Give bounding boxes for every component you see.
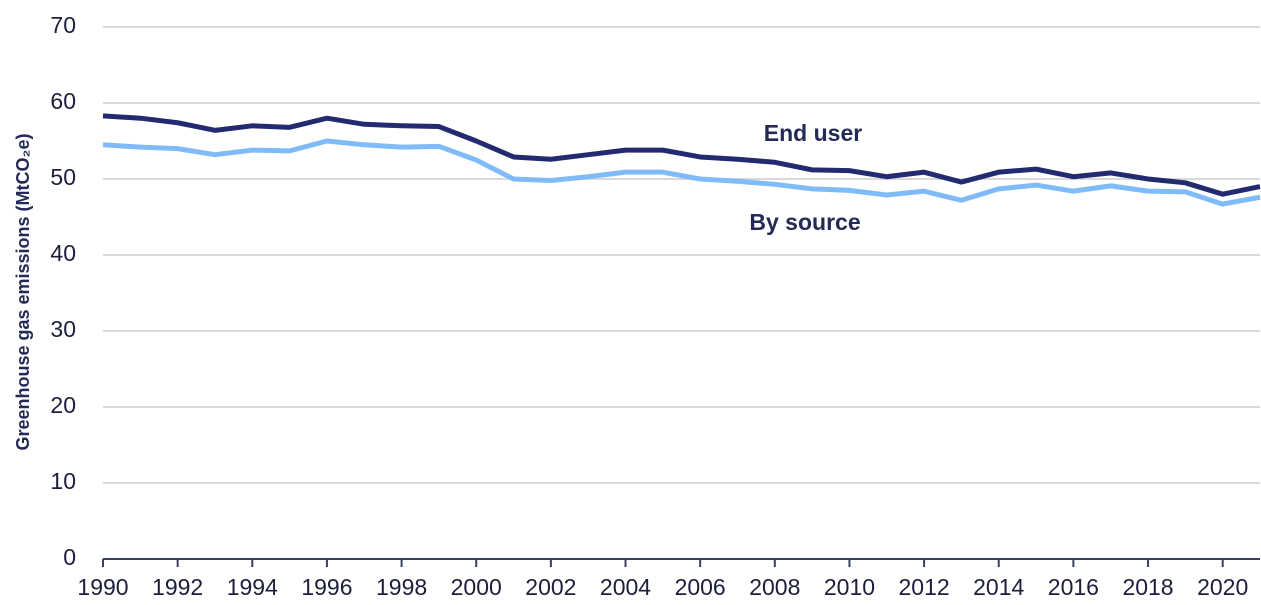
y-tick-label: 20 [50, 392, 76, 418]
y-tick-label: 40 [50, 240, 76, 266]
x-tick-label: 1994 [227, 574, 278, 600]
y-axis-title: Greenhouse gas emissions (MtCO₂e) [13, 133, 33, 450]
x-tick-label: 2012 [899, 574, 950, 600]
x-tick-label: 2016 [1048, 574, 1099, 600]
x-tick-label: 2006 [675, 574, 726, 600]
y-tick-label: 0 [63, 544, 76, 570]
y-tick-label: 70 [50, 12, 76, 38]
x-tick-label: 2004 [600, 574, 651, 600]
series-label: End user [764, 120, 862, 146]
x-tick-label: 1996 [301, 574, 352, 600]
x-tick-label: 1990 [77, 574, 128, 600]
series-label: By source [749, 209, 860, 235]
series-line [102, 113, 1261, 197]
x-tick-label: 2020 [1197, 574, 1248, 600]
series-line [102, 138, 1261, 207]
y-tick-label: 60 [50, 88, 76, 114]
y-tick-label: 10 [50, 468, 76, 494]
y-tick-label: 30 [50, 316, 76, 342]
x-tick-label: 2018 [1122, 574, 1173, 600]
x-tick-label: 1992 [152, 574, 203, 600]
x-tick-label: 2010 [824, 574, 875, 600]
x-tick-label: 2014 [973, 574, 1024, 600]
x-tick-label: 2002 [525, 574, 576, 600]
x-tick-label: 2000 [451, 574, 502, 600]
y-tick-label: 50 [50, 164, 76, 190]
x-tick-label: 2008 [749, 574, 800, 600]
x-tick-label: 1998 [376, 574, 427, 600]
